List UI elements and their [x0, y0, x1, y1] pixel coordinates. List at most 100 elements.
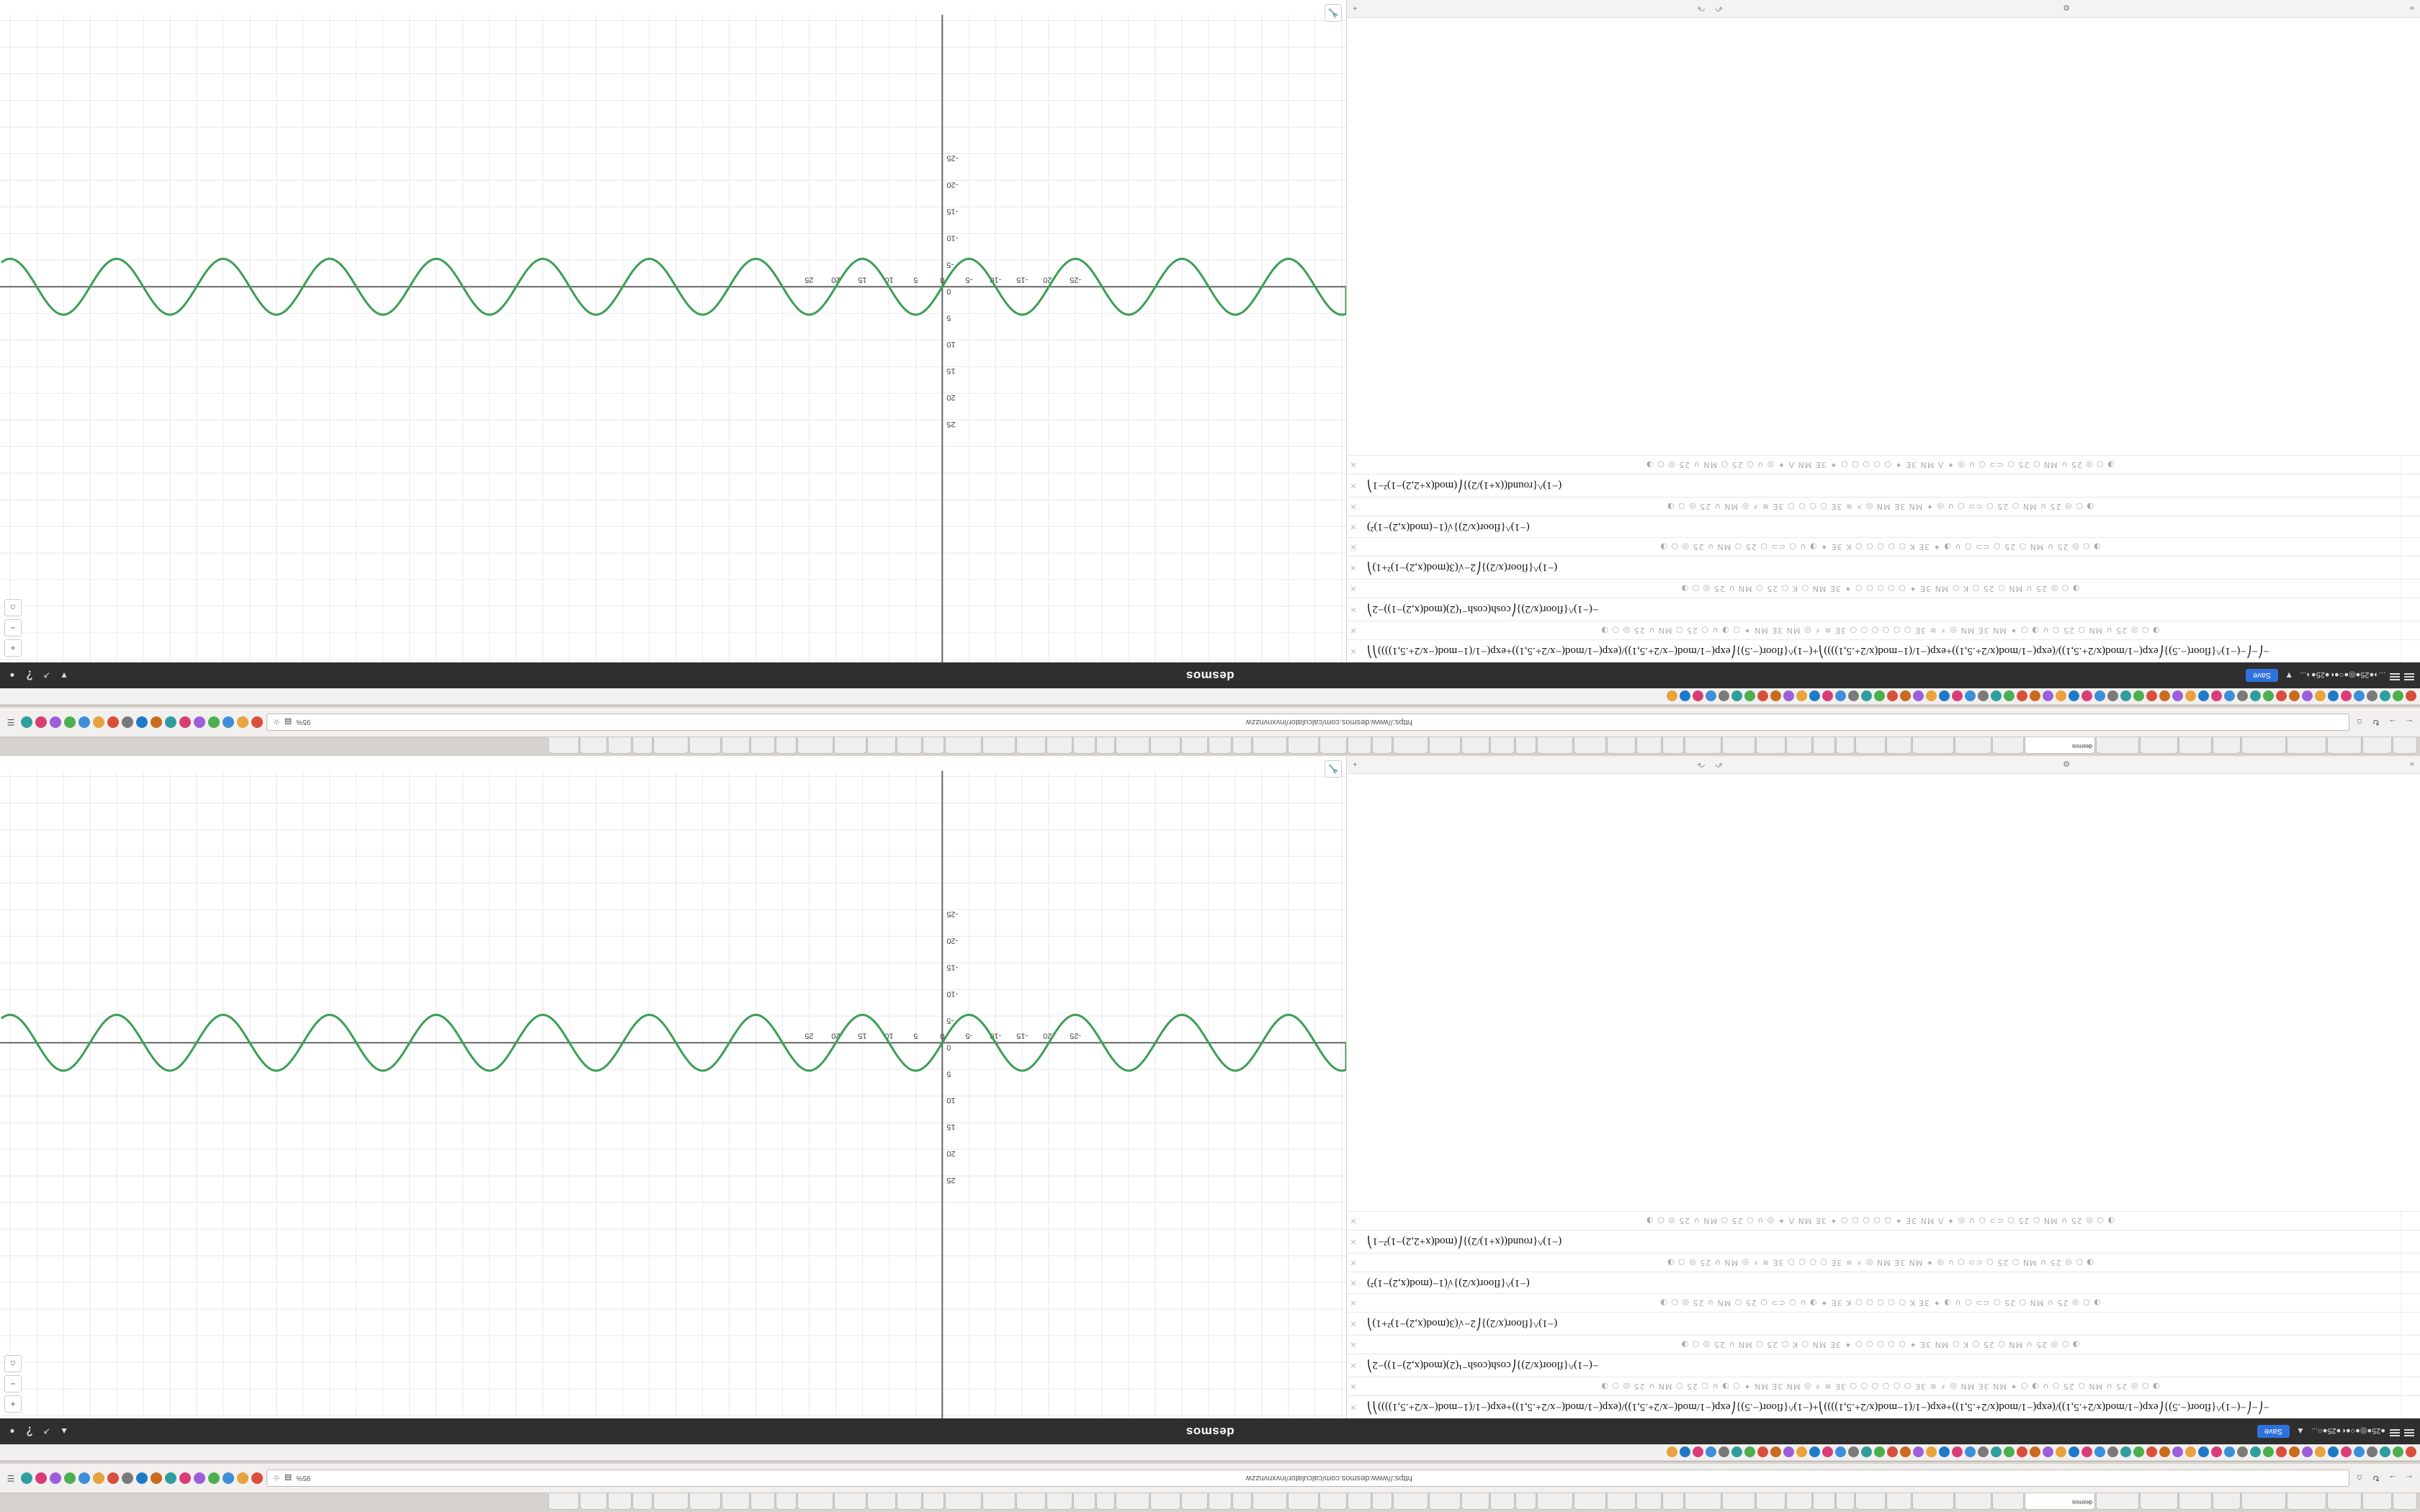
expression-row[interactable]: −⎛−⎛−(−1)^{floor(−.5)}⎛exp(−1/mod(x/2+.5…: [1347, 639, 2420, 662]
graph-home-button[interactable]: ⌂: [4, 1355, 22, 1372]
shield-icon[interactable]: [194, 1472, 205, 1484]
delete-expression-icon[interactable]: ✕: [1350, 647, 1357, 655]
browser-tab[interactable]: [834, 737, 866, 754]
browser-tab[interactable]: [632, 1493, 653, 1510]
bookmark-favicon[interactable]: [1926, 690, 1937, 702]
collapse-icon-b[interactable]: »: [2409, 4, 2414, 12]
bookmark-favicon[interactable]: [1978, 690, 1989, 702]
expression-row[interactable]: (−1)^{round((x+1)/2)}⎛(mod(x+2,2)−1)²−1⎞…: [1347, 474, 2420, 497]
graph-list-icon-b[interactable]: [2390, 669, 2400, 682]
help-circle-icon[interactable]: ❔: [24, 1426, 35, 1436]
save-button[interactable]: Save: [2257, 1425, 2290, 1438]
bookmark-favicon[interactable]: [2198, 1446, 2209, 1458]
browser-tab[interactable]: [1073, 737, 1095, 754]
bookmark-favicon[interactable]: [2341, 690, 2352, 702]
bookmark-favicon[interactable]: [2289, 1446, 2300, 1458]
browser-tab[interactable]: [1393, 1493, 1428, 1510]
bookmark-favicon[interactable]: [1783, 690, 1794, 702]
add-icon[interactable]: [165, 716, 176, 728]
bookmark-favicon[interactable]: [2107, 1446, 2118, 1458]
bookmark-favicon[interactable]: [2380, 690, 2390, 702]
browser-tab[interactable]: [689, 1493, 721, 1510]
bookmark-favicon[interactable]: [2172, 1446, 2183, 1458]
bookmark-favicon[interactable]: [2237, 1446, 2248, 1458]
bookmark-favicon[interactable]: [1796, 1446, 1807, 1458]
browser-tab[interactable]: [1756, 737, 1785, 754]
bookmark-favicon[interactable]: [2406, 1446, 2416, 1458]
bookmark-favicon[interactable]: [2185, 1446, 2196, 1458]
expression-slider-row[interactable]: ◑ ○ ◎ 25 ∪ ΜΝ ○ 25 ○ Κ ○ ΜΝ 3E ✦ ○ ○ ○ ○…: [1347, 579, 2420, 598]
browser-tab[interactable]: [1574, 737, 1606, 754]
browser-tab[interactable]: [1515, 737, 1536, 754]
browser-tab[interactable]: [1181, 1493, 1208, 1510]
browser-tab[interactable]: [1429, 737, 1461, 754]
browser-tab[interactable]: [1813, 737, 1835, 754]
wrench-icon[interactable]: ⚙: [2063, 759, 2070, 768]
browser-tab[interactable]: [897, 1493, 922, 1510]
graph-settings-button[interactable]: 🔧: [1325, 760, 1342, 778]
browser-tab[interactable]: [1047, 1493, 1072, 1510]
bookmark-favicon[interactable]: [1887, 690, 1898, 702]
slider-track[interactable]: ◑ ○ ◎ 25 ∪ ΜΝ ○ 25 ○ ∪ ◑ ○ ✦ ΜΝ 3E ΜΝ ◎ …: [1600, 1382, 2160, 1391]
palette-icon[interactable]: [107, 1472, 119, 1484]
browser-tab[interactable]: [1429, 1493, 1461, 1510]
browser-tab[interactable]: [1607, 1493, 1636, 1510]
bookmark-favicon[interactable]: [2159, 1446, 2170, 1458]
browser-tab[interactable]: [1886, 1493, 1912, 1510]
bookmark-favicon[interactable]: [2354, 690, 2365, 702]
account-circle-icon[interactable]: ●: [9, 1426, 15, 1436]
forward-button-b[interactable]: →: [2388, 717, 2397, 727]
graph-panel-bottom[interactable]: -25 -20 -15 -10 -5 0 5 10 15 20 25 -25 -20 -15 -10 -5 0 5…: [0, 0, 1346, 662]
browser-tab[interactable]: [867, 1493, 896, 1510]
tab-strip-top[interactable]: desmos: [0, 1493, 2420, 1512]
slider-track[interactable]: ◑ ○ ◎ 25 ∪ ΜΝ ○ 25 ○ ∪ ◑ ○ ✦ ΜΝ 3E ΜΝ ◎ …: [1600, 626, 2160, 635]
delete-expression-icon[interactable]: ✕: [1350, 563, 1357, 572]
math-expression[interactable]: (−1)^{round((x+1)/2)}⎛(mod(x+2,2)−1)²−1⎞: [1367, 480, 1562, 491]
browser-tab[interactable]: [1319, 737, 1347, 754]
hamburger-menu-icon[interactable]: [2404, 1425, 2414, 1438]
bookmark-favicon[interactable]: [1913, 690, 1924, 702]
expression-slider-row[interactable]: ◑ ○ ◎ 25 ∪ ΜΝ ○ 25 ○ ∪ ◑ ○ ✦ ΜΝ 3E ΜΝ ◎ …: [1347, 621, 2420, 639]
browser-tab[interactable]: [1685, 1493, 1721, 1510]
reload-icon[interactable]: [251, 716, 263, 728]
add-icon[interactable]: [165, 1472, 176, 1484]
math-expression[interactable]: −(−1)^{floor(x/2)}⎛cosh(cosh⁻¹(2)(mod(x,…: [1367, 603, 1599, 615]
reload-button-b[interactable]: ↻: [2372, 717, 2380, 727]
tab-strip-bottom[interactable]: desmos: [0, 737, 2420, 756]
undo-icon-b[interactable]: ↶: [1715, 3, 1724, 14]
bookmark-favicon[interactable]: [2120, 1446, 2131, 1458]
browser-tab[interactable]: [982, 1493, 1016, 1510]
browser-tab[interactable]: [1116, 737, 1150, 754]
bookmark-favicon[interactable]: [1991, 690, 2002, 702]
bookmark-favicon[interactable]: [2263, 1446, 2274, 1458]
browser-toolbar-icons-bottom[interactable]: [21, 716, 263, 728]
bookmark-favicon[interactable]: [2133, 1446, 2144, 1458]
expression-row[interactable]: −⎛−⎛−(−1)^{floor(−.5)}⎛exp(−1/mod(x/2+.5…: [1347, 1395, 2420, 1418]
bookmark-favicon[interactable]: [1744, 1446, 1755, 1458]
bookmark-favicon[interactable]: [1939, 690, 1950, 702]
bookmark-favicon[interactable]: [1757, 690, 1768, 702]
delete-expression-icon[interactable]: ✕: [1350, 481, 1357, 490]
bookmark-favicon[interactable]: [1822, 1446, 1833, 1458]
redo-icon[interactable]: ↷: [1697, 759, 1706, 770]
bookmark-favicon[interactable]: [2328, 690, 2339, 702]
browser-tab[interactable]: [1348, 1493, 1371, 1510]
bookmark-favicon[interactable]: [2172, 690, 2183, 702]
browser-tab[interactable]: [1393, 737, 1428, 754]
home-button-b[interactable]: ⌂: [2357, 717, 2362, 727]
graph-home-button-b[interactable]: ⌂: [4, 599, 22, 616]
bookmark-favicon[interactable]: [1731, 690, 1742, 702]
save-button-bottom[interactable]: Save: [2246, 669, 2279, 682]
expression-row[interactable]: −(−1)^{floor(x/2)}⎛cosh(cosh⁻¹(2)(mod(x,…: [1347, 598, 2420, 621]
math-expression[interactable]: (−1)^{floor(x/2)}⎛2−√(3(mod(x,2)−1)²+1)⎞: [1367, 562, 1558, 573]
browser-tab[interactable]: [2213, 737, 2241, 754]
delete-expression-icon[interactable]: ✕: [1350, 542, 1357, 551]
browser-tab[interactable]: [1348, 737, 1371, 754]
bookmark-favicon[interactable]: [2146, 690, 2157, 702]
browser-tab[interactable]: [1016, 1493, 1046, 1510]
add-expression-button[interactable]: +: [1353, 760, 1358, 768]
bookmarks-bar-top[interactable]: [0, 1444, 2420, 1461]
bookmark-favicon[interactable]: [1693, 690, 1703, 702]
browser-tab[interactable]: [2179, 1493, 2212, 1510]
browser-tab[interactable]: [1461, 737, 1489, 754]
